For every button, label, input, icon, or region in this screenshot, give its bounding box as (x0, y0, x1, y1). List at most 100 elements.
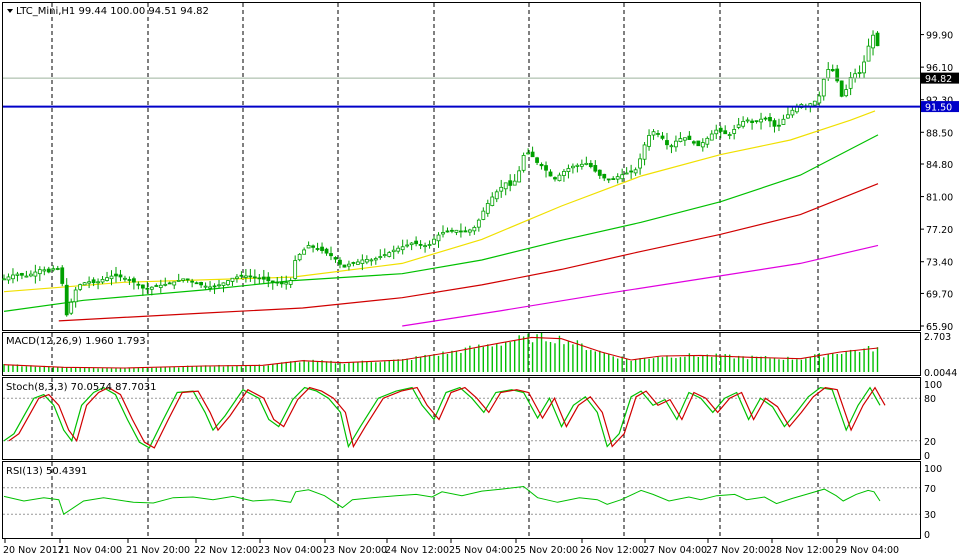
candle-body (351, 262, 356, 264)
candle-body (163, 283, 168, 286)
candle-body (857, 72, 862, 74)
candle-body (221, 282, 226, 286)
candle-body (759, 118, 763, 123)
candle-body (772, 120, 777, 127)
candle-body (691, 141, 696, 144)
price-tick-label: 96.10 (926, 63, 953, 74)
candle-body (727, 134, 732, 136)
candle-body (432, 238, 436, 245)
symbol-menu-icon[interactable] (7, 9, 13, 13)
candle-body (51, 268, 56, 271)
candle-body (539, 163, 544, 167)
rsi-tick-label: 70 (924, 484, 936, 495)
candle-body (494, 191, 499, 200)
candle-body (69, 301, 74, 314)
candle-body (660, 135, 665, 139)
candle-body (678, 138, 683, 142)
time-tick-label: 20 Nov 2017 (3, 545, 64, 556)
candle-body (566, 168, 571, 172)
candle-body (499, 186, 504, 192)
macd-signal-line (3, 336, 879, 369)
candle-body (459, 230, 463, 233)
main-panel (2, 2, 921, 331)
candle-body (553, 177, 557, 180)
candle-body (78, 284, 83, 290)
candle-body (306, 245, 311, 249)
time-tick-label: 26 Nov 12:00 (580, 545, 644, 556)
candle-body (387, 252, 392, 257)
candle-body (763, 117, 768, 120)
candle-body (597, 169, 602, 176)
candle-body (786, 114, 790, 119)
candle-body (490, 196, 495, 206)
candle-body (642, 144, 647, 160)
time-tick-label: 23 Nov 04:00 (258, 545, 322, 556)
candle-body (732, 129, 737, 134)
candle-body (338, 259, 342, 265)
candle-body (288, 280, 293, 285)
candle-body (149, 286, 154, 290)
candle-body (320, 246, 324, 251)
candle-body (64, 284, 69, 316)
candle-body (275, 281, 280, 284)
time-tick-label: 25 Nov 20:00 (514, 545, 578, 556)
candle-body (266, 276, 271, 282)
candle-body (817, 95, 822, 104)
candle-body (714, 129, 719, 135)
stoch-signal-line (8, 386, 886, 449)
candle-body (333, 257, 338, 260)
candle-body (176, 279, 181, 282)
candle-body (472, 227, 477, 232)
candle-body (602, 173, 607, 179)
candle-body (548, 171, 553, 177)
candle-body (741, 121, 746, 127)
candle-body (391, 249, 396, 253)
candle-body (781, 118, 786, 125)
candle-body (503, 182, 508, 190)
candle-body (279, 281, 284, 285)
candle-body (369, 259, 374, 262)
candle-body (687, 135, 692, 140)
candle-body (615, 176, 620, 180)
candle-body (342, 264, 347, 268)
candle-body (620, 174, 625, 180)
candle-body (145, 287, 150, 290)
candle-body (629, 170, 634, 173)
candle-body (745, 119, 750, 122)
candle-body (436, 234, 441, 242)
price-tick-label: 69.70 (926, 289, 953, 300)
candle-body (571, 165, 575, 169)
candle-body (400, 246, 405, 251)
candle-body (427, 244, 432, 246)
candle-body (665, 140, 669, 146)
candle-body (311, 245, 315, 248)
candle-body (530, 151, 535, 158)
candle-body (226, 280, 230, 286)
candle-body (329, 253, 333, 257)
candle-body (593, 165, 598, 172)
candle-body (315, 248, 320, 250)
candle-body (736, 124, 741, 128)
candle-body (203, 285, 208, 288)
candle-body (24, 275, 29, 278)
time-tick-label: 28 Nov 12:00 (770, 545, 834, 556)
candle-body (261, 276, 266, 280)
candle-body (562, 170, 566, 176)
time-tick-label: 21 Nov 04:00 (58, 545, 122, 556)
rsi-tick-label: 30 (924, 510, 936, 521)
candle-body (812, 100, 817, 106)
candle-body (100, 278, 105, 283)
candle-body (718, 127, 723, 132)
price-tick-label: 99.90 (926, 31, 953, 42)
level-price-label: 91.50 (925, 103, 952, 114)
level-price-box (921, 101, 959, 113)
candle-body (821, 78, 826, 97)
candle-body (575, 164, 580, 167)
stoch-tick-label: 100 (924, 380, 942, 391)
candle-body (243, 275, 248, 278)
candle-body (508, 180, 513, 186)
candle-body (87, 281, 92, 284)
candle-body (302, 249, 307, 255)
